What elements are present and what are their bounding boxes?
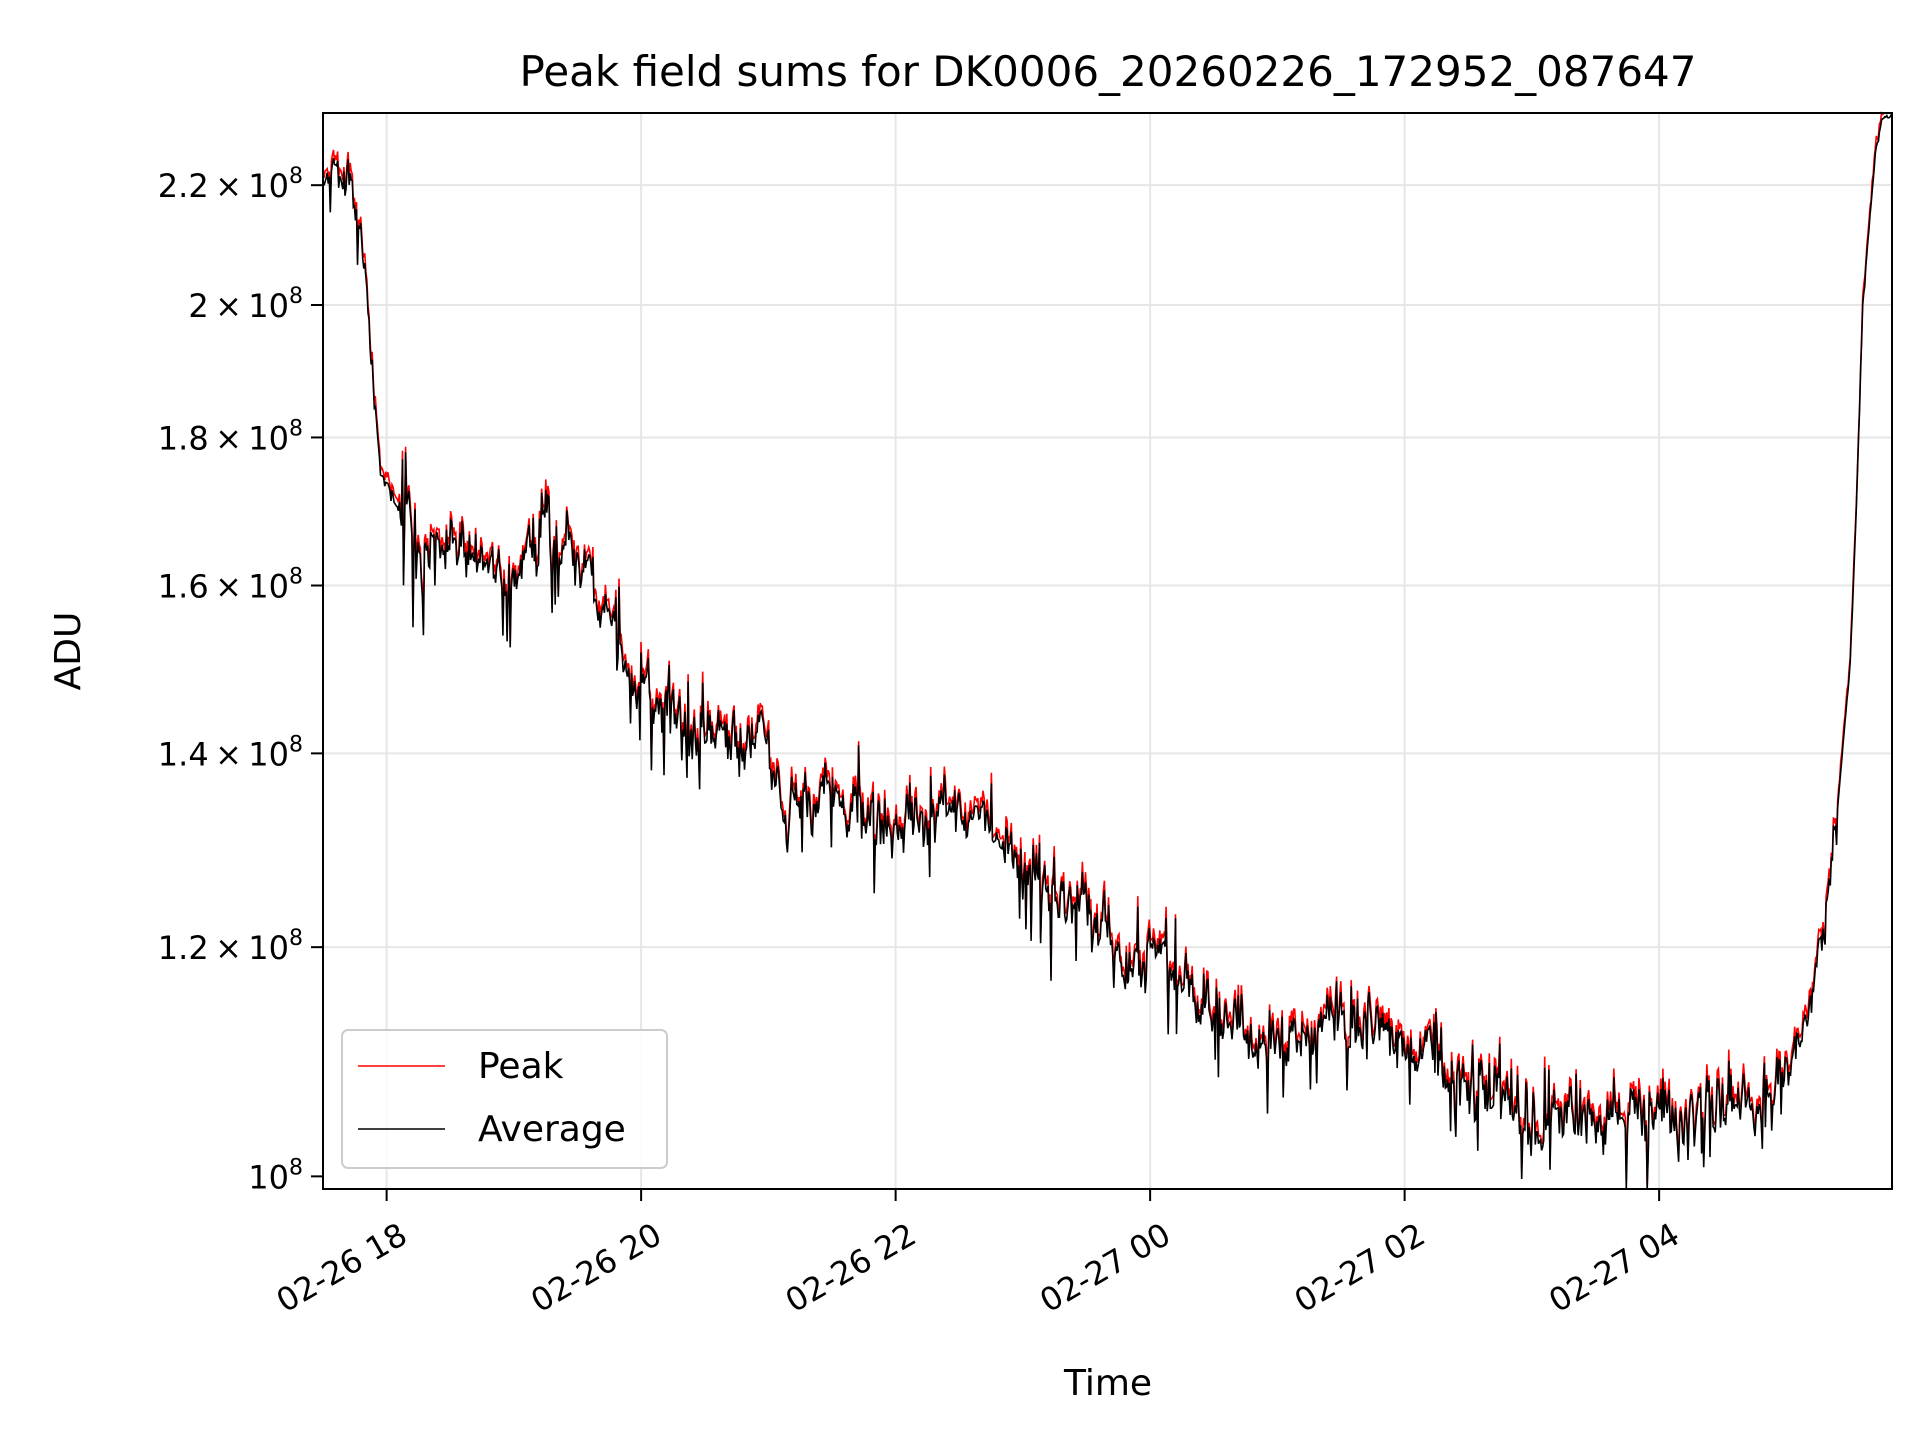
y-tick-label-1: 2 × 108 xyxy=(188,284,303,325)
legend: Peak Average xyxy=(341,1029,668,1169)
y-tick-label-2: 1.8 × 108 xyxy=(158,416,303,457)
y-tick-label-3: 1.6 × 108 xyxy=(158,565,303,606)
y-tick-label-5: 1.2 × 108 xyxy=(158,926,303,967)
series-line-average xyxy=(322,113,1893,1190)
y-tick-label-6: 108 xyxy=(248,1155,303,1196)
series-layer xyxy=(322,110,1893,1190)
y-tick-label-0: 2.2 × 108 xyxy=(158,164,303,205)
legend-box xyxy=(341,1029,668,1169)
y-axis-ticks: 2.2 × 108 2 × 108 1.8 × 108 1.6 × 108 1.4 × … xyxy=(158,164,323,1196)
legend-label-average: Average xyxy=(478,1109,626,1150)
chart-title: Peak field sums for DK0006_20260226_1729… xyxy=(519,47,1696,96)
plot-area-frame xyxy=(322,112,1893,1190)
legend-label-peak: Peak xyxy=(478,1046,564,1087)
y-tick-label-4: 1.4 × 108 xyxy=(158,732,303,773)
grid-lines xyxy=(323,113,1892,1189)
x-axis-label: Time xyxy=(1063,1363,1152,1404)
y-axis-label: ADU xyxy=(48,612,89,691)
